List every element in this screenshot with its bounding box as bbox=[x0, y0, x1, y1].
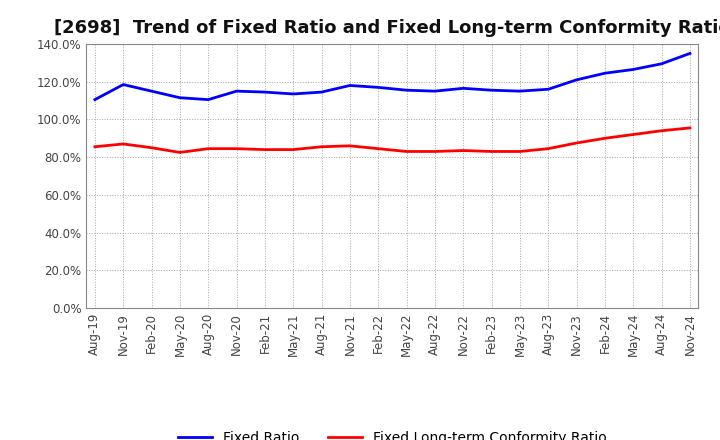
Line: Fixed Ratio: Fixed Ratio bbox=[95, 53, 690, 99]
Fixed Ratio bbox=[91, 97, 99, 102]
Fixed Ratio bbox=[119, 82, 127, 87]
Fixed Ratio bbox=[431, 88, 439, 94]
Fixed Ratio bbox=[233, 88, 241, 94]
Fixed Long-term Conformity Ratio bbox=[233, 146, 241, 151]
Fixed Ratio bbox=[318, 89, 326, 95]
Fixed Long-term Conformity Ratio bbox=[176, 150, 184, 155]
Fixed Long-term Conformity Ratio bbox=[459, 148, 467, 153]
Fixed Long-term Conformity Ratio bbox=[685, 125, 694, 131]
Fixed Ratio bbox=[629, 67, 637, 72]
Fixed Long-term Conformity Ratio bbox=[431, 149, 439, 154]
Fixed Long-term Conformity Ratio bbox=[629, 132, 637, 137]
Fixed Long-term Conformity Ratio bbox=[204, 146, 212, 151]
Fixed Long-term Conformity Ratio bbox=[402, 149, 411, 154]
Fixed Ratio bbox=[289, 92, 297, 97]
Fixed Long-term Conformity Ratio bbox=[374, 146, 382, 151]
Fixed Ratio bbox=[402, 88, 411, 93]
Fixed Ratio bbox=[346, 83, 354, 88]
Fixed Ratio bbox=[148, 88, 156, 94]
Fixed Ratio bbox=[459, 86, 467, 91]
Fixed Long-term Conformity Ratio bbox=[289, 147, 297, 152]
Fixed Long-term Conformity Ratio bbox=[487, 149, 496, 154]
Fixed Ratio bbox=[572, 77, 581, 82]
Fixed Ratio bbox=[600, 70, 609, 76]
Fixed Ratio bbox=[176, 95, 184, 100]
Fixed Ratio bbox=[204, 97, 212, 102]
Fixed Long-term Conformity Ratio bbox=[516, 149, 524, 154]
Legend: Fixed Ratio, Fixed Long-term Conformity Ratio: Fixed Ratio, Fixed Long-term Conformity … bbox=[172, 426, 613, 440]
Line: Fixed Long-term Conformity Ratio: Fixed Long-term Conformity Ratio bbox=[95, 128, 690, 152]
Fixed Ratio bbox=[544, 87, 552, 92]
Fixed Long-term Conformity Ratio bbox=[346, 143, 354, 148]
Fixed Long-term Conformity Ratio bbox=[318, 144, 326, 150]
Fixed Long-term Conformity Ratio bbox=[544, 146, 552, 151]
Fixed Ratio bbox=[261, 89, 269, 95]
Fixed Long-term Conformity Ratio bbox=[91, 144, 99, 150]
Fixed Ratio bbox=[657, 61, 666, 66]
Fixed Ratio bbox=[516, 88, 524, 94]
Fixed Ratio bbox=[487, 88, 496, 93]
Fixed Long-term Conformity Ratio bbox=[572, 140, 581, 146]
Fixed Long-term Conformity Ratio bbox=[119, 141, 127, 147]
Fixed Long-term Conformity Ratio bbox=[261, 147, 269, 152]
Fixed Ratio bbox=[374, 85, 382, 90]
Fixed Long-term Conformity Ratio bbox=[657, 128, 666, 133]
Title: [2698]  Trend of Fixed Ratio and Fixed Long-term Conformity Ratio: [2698] Trend of Fixed Ratio and Fixed Lo… bbox=[54, 19, 720, 37]
Fixed Long-term Conformity Ratio bbox=[600, 136, 609, 141]
Fixed Ratio bbox=[685, 51, 694, 56]
Fixed Long-term Conformity Ratio bbox=[148, 145, 156, 150]
